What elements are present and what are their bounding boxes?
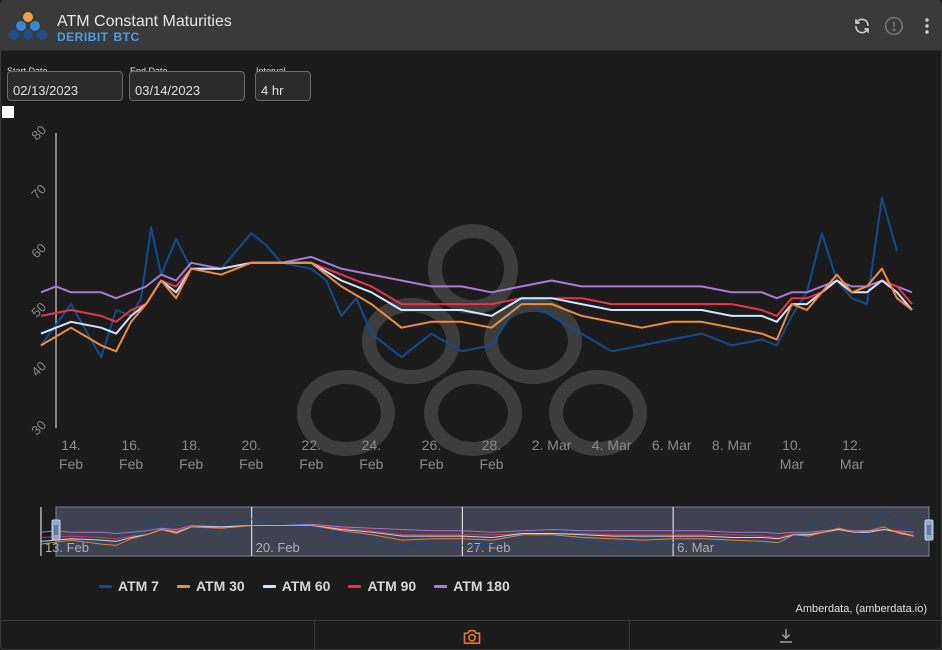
x-tick-label-month: Feb [359,456,383,472]
download-icon [780,629,793,643]
screenshot-button[interactable] [315,621,630,649]
navigator-label: 20. Feb [256,540,300,555]
x-tick-label: 20. [241,437,260,453]
legend-label: ATM 30 [195,578,245,594]
legend-label: ATM 90 [367,578,417,594]
y-tick-label: 40 [28,358,49,379]
chart-credit: Amberdata, (amberdata.io) [795,603,927,615]
legend-item-atm-90[interactable]: ATM 90 [348,578,416,594]
amberdata-logo-icon [9,12,47,40]
x-tick-label: 2. Mar [532,437,572,453]
panel-title: ATM Constant Maturities [57,13,232,30]
legend-swatch [262,584,276,588]
start-date-input[interactable]: 02/13/2023 [7,71,123,101]
y-tick-label: 60 [28,240,49,261]
y-tick-label: 70 [28,181,49,202]
chart-legend: ATM 7 ATM 30 ATM 60 ATM 90 ATM 180 [99,578,528,594]
watermark-logo [297,224,647,456]
navigator-label: 27. Feb [466,540,510,555]
x-tick-label-month: Mar [780,456,804,472]
navigator-handle-left[interactable] [51,519,61,541]
x-tick-label: 14. [61,437,80,453]
navigator-series-atm-180 [40,523,914,535]
download-button[interactable] [630,621,941,649]
x-tick-label-month: Feb [59,456,83,472]
start-date-label: Start Date [5,67,50,73]
x-tick-label: 4. Mar [592,437,632,453]
navigator-label: 13. Feb [45,540,89,555]
legend-label: ATM 7 [118,578,159,594]
series-line-atm-180[interactable] [40,255,913,300]
legend-swatch [348,584,362,588]
x-tick-label: 22. [302,437,321,453]
more-menu-button[interactable] [917,16,937,36]
info-icon [884,16,904,36]
series-lines [40,196,913,359]
x-tick-label-month: Feb [299,456,323,472]
legend-swatch [176,584,190,588]
x-axis: 14. Feb 16. Feb 18. Feb 20. Feb 22. Feb 24. Feb 26. F… [59,437,864,472]
panel-header: ATM Constant Maturities DERIBIT BTC [1,1,941,51]
legend-label: ATM 60 [281,578,331,594]
legend-item-atm-60[interactable]: ATM 60 [262,578,331,594]
x-tick-label: 16. [121,437,140,453]
main-chart: 30 40 50 60 70 80 14. Feb 16. Feb 18. Feb 20. Feb 22.… [28,122,934,557]
x-tick-label-month: Feb [179,456,203,472]
series-line-atm-7[interactable] [40,196,898,359]
y-tick-label: 50 [28,299,49,320]
navigator[interactable]: 13. Feb 20. Feb 27. Feb 6. Mar [40,506,934,557]
x-tick-label-month: Feb [419,456,443,472]
x-tick-label-month: Feb [119,456,143,472]
info-button[interactable] [884,16,904,36]
navigator-selected-range[interactable] [55,506,930,557]
x-tick-label-month: Feb [239,456,263,472]
x-tick-label: 6. Mar [652,437,692,453]
legend-label: ATM 180 [453,578,510,594]
more-vert-icon [925,18,929,34]
navigator-label: 6. Mar [677,540,715,555]
legend-item-atm-30[interactable]: ATM 30 [176,578,245,594]
x-tick-label-month: Mar [840,456,864,472]
legend-item-atm-7[interactable]: ATM 7 [99,578,159,594]
x-tick-label: 12. [842,437,861,453]
x-tick-label: 28. [482,437,501,453]
x-tick-label: 24. [362,437,381,453]
refresh-icon [855,18,869,34]
y-tick-label: 30 [28,417,49,438]
refresh-button[interactable] [852,16,872,36]
x-tick-label-month: Feb [479,456,503,472]
navigator-handle-right[interactable] [924,519,934,541]
footer-spacer-left [1,621,316,649]
end-date-label: End Date [128,67,170,73]
navigator-series-atm-30 [40,525,914,546]
series-line-atm-60[interactable] [40,261,913,335]
legend-swatch [99,584,112,588]
legend-item-atm-180[interactable]: ATM 180 [434,578,510,594]
x-tick-label: 18. [181,437,200,453]
panel-footer [1,620,941,649]
exchange-label: DERIBIT [57,30,109,44]
asset-label: BTC [113,30,140,44]
x-tick-label: 8. Mar [712,437,752,453]
x-tick-label: 10. [782,437,801,453]
legend-swatch [434,584,448,588]
interval-select[interactable]: 4 hr [255,71,311,101]
end-date-input[interactable]: 03/14/2023 [129,71,245,101]
interval-label: Interval [254,67,288,73]
panel-subtitle: DERIBIT BTC [57,30,145,44]
y-axis: 30 40 50 60 70 80 [28,122,57,438]
series-line-atm-30[interactable] [40,261,913,353]
x-tick-label: 26. [422,437,441,453]
camera-icon [463,629,481,644]
y-tick-label: 80 [28,122,49,143]
legend-toggle-box[interactable] [2,106,14,118]
